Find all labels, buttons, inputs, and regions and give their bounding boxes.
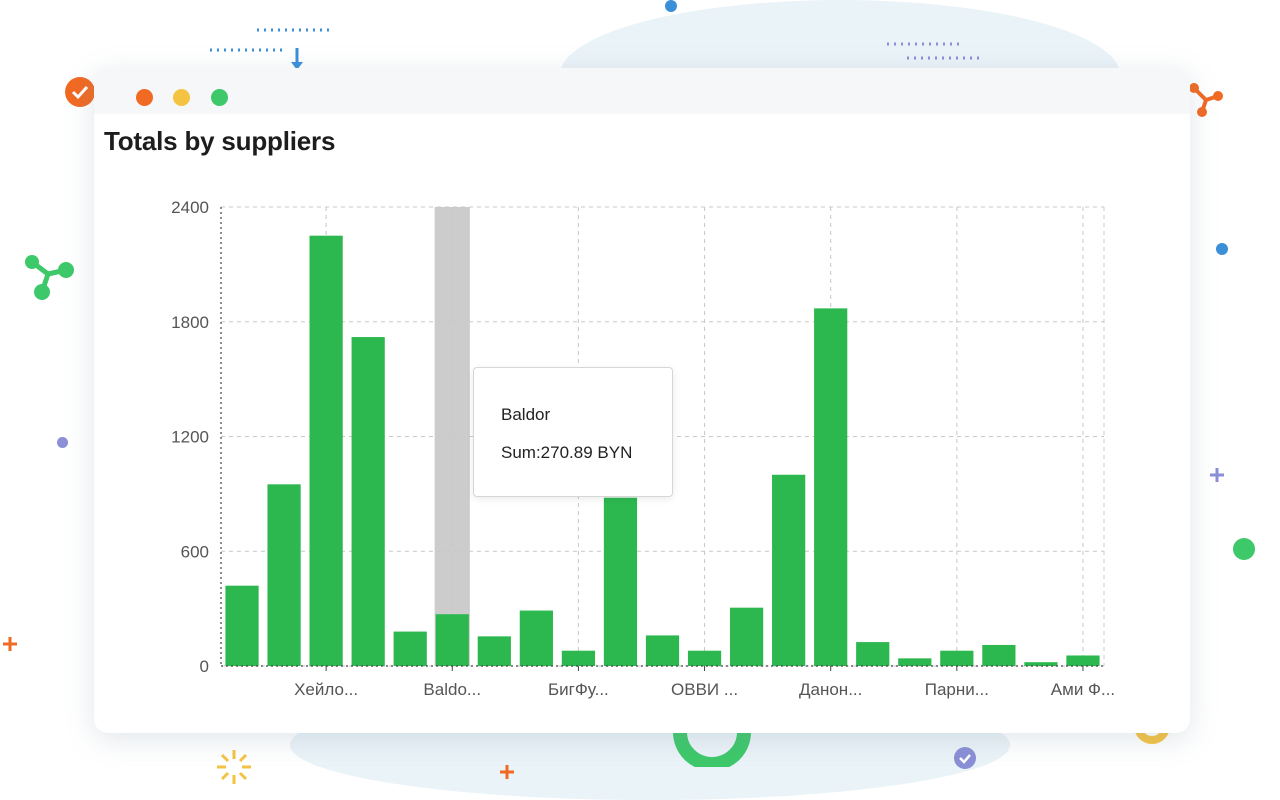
bar (351, 337, 385, 666)
bar (982, 644, 1016, 666)
chart-window: Totals by suppliers 0 600 1200 1800 2400 Хейл… (94, 68, 1190, 733)
bar (477, 636, 511, 666)
sparkle-icon (217, 750, 251, 784)
y-tick-label: 2400 (171, 198, 209, 217)
bar (1024, 662, 1058, 666)
dot-icon (1233, 538, 1255, 560)
minimize-window-button[interactable] (173, 89, 190, 106)
dot-icon (665, 0, 677, 12)
molecule-icon (25, 255, 74, 300)
bar (561, 650, 596, 666)
check-badge-icon (65, 77, 95, 107)
bar (898, 658, 932, 666)
check-badge-icon (954, 747, 976, 769)
dot-icon (1216, 243, 1228, 255)
x-tick-label: Ами Ф... (1051, 680, 1115, 699)
bar-chart: 0 600 1200 1800 2400 Хейло... Baldo... БигФу...… (171, 198, 1115, 699)
bar (393, 631, 427, 666)
gear-icon (673, 731, 751, 767)
plus-icon (1210, 468, 1224, 482)
y-tick-label: 600 (181, 542, 209, 561)
bar (267, 484, 301, 666)
bar (772, 474, 806, 666)
bar (729, 607, 764, 666)
bar (519, 610, 553, 666)
plus-icon (3, 637, 17, 651)
chart-tooltip: Baldor Sum:270.89 BYN (473, 367, 673, 497)
bar (856, 642, 890, 666)
dotted-arrow-icon (210, 28, 330, 70)
bar (940, 650, 974, 666)
x-tick-label: Хейло... (294, 680, 358, 699)
bar (814, 308, 848, 666)
close-window-button[interactable] (136, 89, 153, 106)
y-tick-label: 1800 (171, 313, 209, 332)
window-titlebar (94, 68, 1190, 114)
bar (309, 235, 343, 666)
bar (687, 650, 722, 666)
bar (645, 635, 680, 666)
x-tick-label: Парни... (925, 680, 989, 699)
bar (603, 497, 638, 666)
bar (225, 585, 259, 666)
bar (1066, 655, 1100, 666)
y-tick-label: 0 (200, 657, 209, 676)
x-tick-label: Данон... (799, 680, 862, 699)
plus-icon (500, 765, 514, 779)
tooltip-supplier-name: Baldor (501, 405, 551, 424)
maximize-window-button[interactable] (211, 89, 228, 106)
tooltip-sum-value: Sum:270.89 BYN (501, 443, 633, 462)
x-tick-label: ОВВИ ... (671, 680, 738, 699)
bar (435, 614, 469, 666)
y-tick-label: 1200 (171, 428, 209, 447)
dotted-lines-icon (887, 42, 983, 60)
x-tick-label: Baldo... (423, 680, 481, 699)
chart-title: Totals by suppliers (104, 126, 336, 156)
x-tick-label: БигФу... (548, 680, 609, 699)
dot-icon (57, 437, 68, 448)
molecule-icon (1189, 83, 1223, 117)
